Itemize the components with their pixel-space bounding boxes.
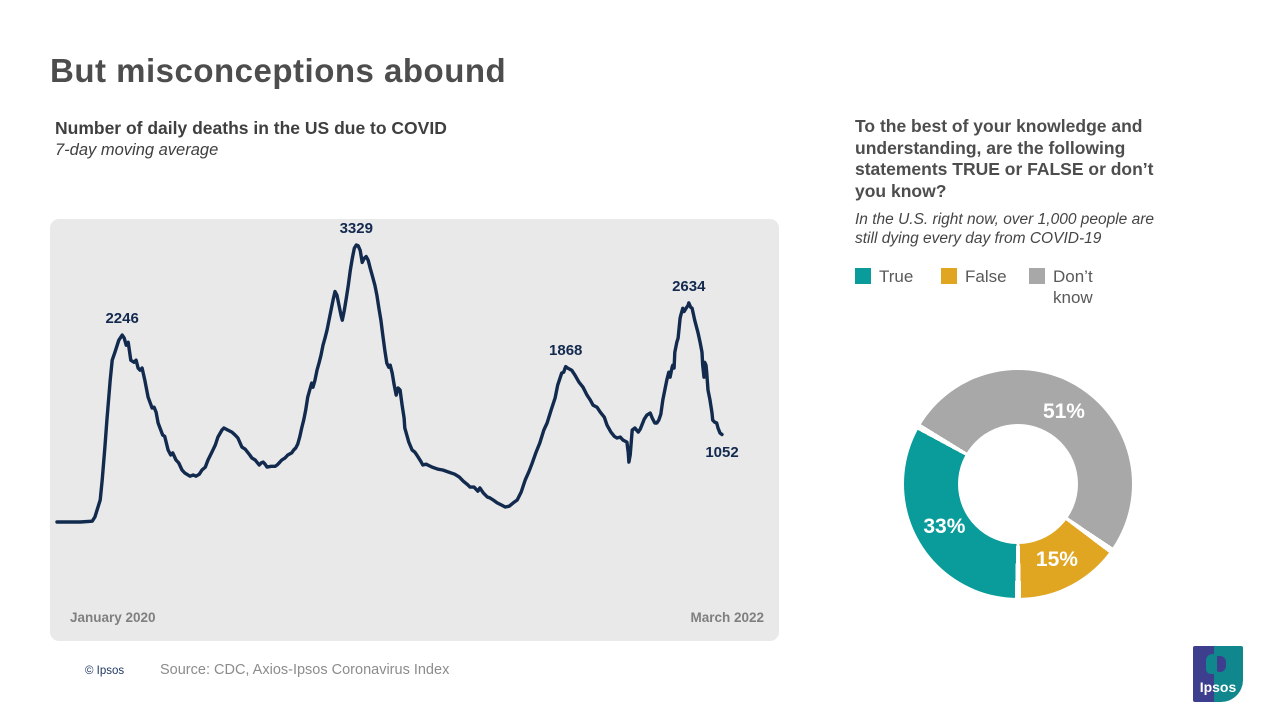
legend-label: Don’t know [1053, 266, 1093, 308]
line-chart-panel: 2246 3329 1868 2634 1052 January 2020 March … [50, 219, 779, 641]
donut-chart: 33% 51% 15% [904, 370, 1132, 598]
legend-item: True [855, 266, 941, 309]
source-note: Source: CDC, Axios-Ipsos Coronavirus Ind… [160, 662, 450, 678]
donut-legend: True False Don’t know [855, 266, 1175, 309]
legend-swatch-icon [941, 267, 957, 284]
donut-percent-label: 15% [1035, 547, 1078, 571]
copyright-note: © Ipsos [85, 665, 125, 677]
legend-item: Don’t know [1029, 266, 1129, 309]
x-axis-start-label: January 2020 [70, 610, 156, 625]
line-chart-subtitle: 7-day moving average [55, 141, 219, 159]
legend-item: False [941, 266, 1029, 309]
x-axis-end-label: March 2022 [690, 610, 764, 625]
legend-swatch-icon [855, 267, 871, 284]
logo-face-profile-icon [1217, 656, 1226, 672]
line-chart-svg [55, 243, 724, 524]
donut-hole [958, 424, 1078, 544]
donut-percent-label: 33% [923, 514, 966, 538]
line-chart-title: Number of daily deaths in the US due to … [55, 118, 447, 138]
legend-label: False [965, 266, 1007, 286]
survey-question: To the best of your knowledge and unders… [855, 116, 1154, 201]
legend-swatch-icon [1029, 267, 1045, 284]
logo-face-profile-icon [1206, 654, 1219, 674]
slide-title: But misconceptions abound [50, 52, 507, 89]
survey-statement: In the U.S. right now, over 1,000 people… [855, 211, 1154, 247]
survey-block: To the best of your knowledge and unders… [855, 116, 1175, 308]
line-chart-heading: Number of daily deaths in the US due to … [55, 118, 447, 160]
logo-right-panel [1214, 646, 1243, 702]
ipsos-logo: Ipsos [1193, 646, 1243, 702]
covid-line-path [55, 243, 724, 524]
donut-percent-label: 51% [1042, 400, 1085, 424]
logo-wordmark: Ipsos [1199, 679, 1237, 695]
legend-label: True [879, 266, 914, 286]
